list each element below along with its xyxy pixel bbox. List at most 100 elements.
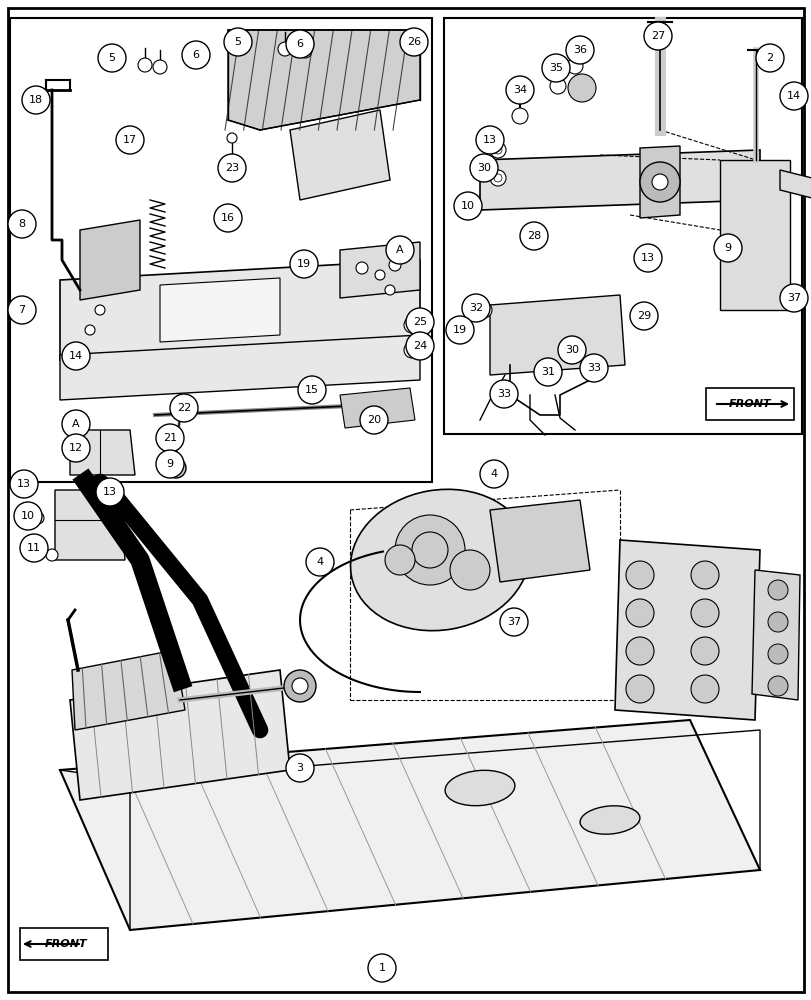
- Circle shape: [22, 86, 50, 114]
- Circle shape: [298, 44, 311, 58]
- Circle shape: [384, 545, 414, 575]
- Polygon shape: [479, 150, 759, 210]
- Text: 4: 4: [490, 469, 497, 479]
- Text: 10: 10: [21, 511, 35, 521]
- Polygon shape: [60, 260, 419, 360]
- Circle shape: [224, 28, 251, 56]
- Circle shape: [406, 332, 433, 360]
- Circle shape: [404, 342, 419, 358]
- Text: 15: 15: [305, 385, 319, 395]
- Circle shape: [779, 284, 807, 312]
- Text: 14: 14: [69, 351, 83, 361]
- Text: 13: 13: [103, 487, 117, 497]
- Circle shape: [557, 336, 586, 364]
- Polygon shape: [489, 500, 590, 582]
- Circle shape: [8, 296, 36, 324]
- Circle shape: [169, 394, 198, 422]
- Circle shape: [493, 146, 501, 154]
- Circle shape: [493, 174, 501, 182]
- Bar: [10, 18, 431, 482]
- Circle shape: [755, 44, 783, 72]
- Text: 12: 12: [69, 443, 83, 453]
- Circle shape: [182, 41, 210, 69]
- Circle shape: [355, 262, 367, 274]
- Bar: [444, 18, 801, 434]
- Circle shape: [367, 954, 396, 982]
- Text: 3: 3: [296, 763, 303, 773]
- Circle shape: [489, 170, 505, 186]
- Circle shape: [565, 36, 594, 64]
- Polygon shape: [779, 170, 811, 200]
- Circle shape: [407, 321, 415, 329]
- Text: 25: 25: [413, 317, 427, 327]
- Circle shape: [96, 478, 124, 506]
- Text: 6: 6: [192, 50, 200, 60]
- Text: 27: 27: [650, 31, 664, 41]
- Text: 9: 9: [166, 459, 174, 469]
- Circle shape: [290, 250, 318, 278]
- Circle shape: [62, 434, 90, 462]
- Circle shape: [505, 76, 534, 104]
- Text: 17: 17: [122, 135, 137, 145]
- Text: 10: 10: [461, 201, 474, 211]
- Circle shape: [384, 285, 394, 295]
- Polygon shape: [340, 388, 414, 428]
- Text: 22: 22: [177, 403, 191, 413]
- Circle shape: [767, 644, 787, 664]
- Circle shape: [62, 410, 90, 438]
- Circle shape: [359, 406, 388, 434]
- Text: 24: 24: [412, 341, 427, 351]
- Text: 11: 11: [27, 543, 41, 553]
- Text: 23: 23: [225, 163, 238, 173]
- Polygon shape: [60, 720, 759, 930]
- Circle shape: [579, 354, 607, 382]
- Text: 34: 34: [513, 85, 526, 95]
- Ellipse shape: [350, 489, 529, 631]
- Polygon shape: [719, 160, 789, 310]
- Circle shape: [10, 470, 38, 498]
- Circle shape: [62, 342, 90, 370]
- Circle shape: [461, 294, 489, 322]
- Polygon shape: [340, 242, 419, 298]
- Text: 30: 30: [476, 163, 491, 173]
- Circle shape: [95, 305, 105, 315]
- Circle shape: [227, 133, 237, 143]
- Circle shape: [633, 244, 661, 272]
- Circle shape: [690, 675, 718, 703]
- Text: 37: 37: [786, 293, 800, 303]
- Circle shape: [152, 60, 167, 74]
- Circle shape: [767, 676, 787, 696]
- Circle shape: [767, 612, 787, 632]
- Circle shape: [394, 515, 465, 585]
- Circle shape: [713, 234, 741, 262]
- Polygon shape: [160, 278, 280, 342]
- Circle shape: [625, 599, 653, 627]
- Text: FRONT: FRONT: [45, 939, 88, 949]
- Text: 33: 33: [586, 363, 600, 373]
- Text: 18: 18: [29, 95, 43, 105]
- Text: 4: 4: [316, 557, 323, 567]
- Circle shape: [651, 174, 667, 190]
- Text: 30: 30: [564, 345, 578, 355]
- Circle shape: [625, 561, 653, 589]
- Ellipse shape: [579, 806, 639, 834]
- Text: 8: 8: [19, 219, 25, 229]
- Circle shape: [625, 675, 653, 703]
- Text: 20: 20: [367, 415, 380, 425]
- Circle shape: [690, 637, 718, 665]
- Text: 35: 35: [548, 63, 562, 73]
- Circle shape: [385, 236, 414, 264]
- Text: 1: 1: [378, 963, 385, 973]
- Polygon shape: [70, 430, 135, 475]
- Circle shape: [406, 308, 433, 336]
- Text: 36: 36: [573, 45, 586, 55]
- Polygon shape: [70, 670, 290, 800]
- Text: 31: 31: [540, 367, 554, 377]
- Circle shape: [445, 316, 474, 344]
- Polygon shape: [55, 490, 125, 560]
- Circle shape: [20, 534, 48, 562]
- Circle shape: [375, 270, 384, 280]
- Circle shape: [14, 502, 42, 530]
- Circle shape: [411, 532, 448, 568]
- Text: 5: 5: [109, 53, 115, 63]
